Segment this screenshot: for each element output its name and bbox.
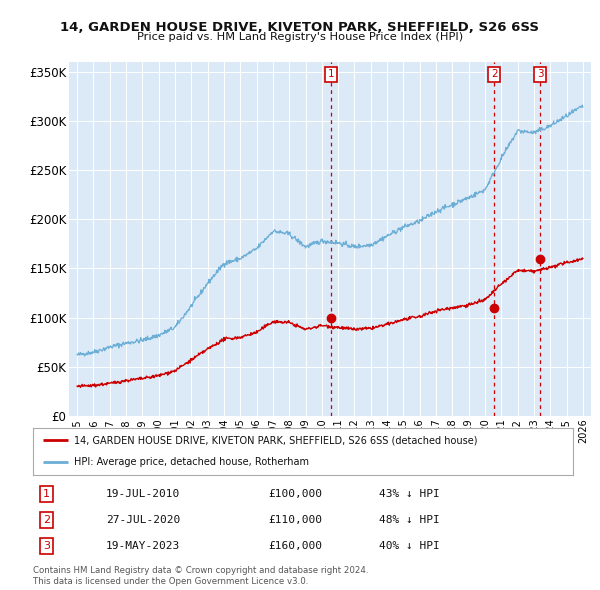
Text: 19-MAY-2023: 19-MAY-2023 xyxy=(106,541,180,551)
Text: 48% ↓ HPI: 48% ↓ HPI xyxy=(379,515,439,525)
Text: 14, GARDEN HOUSE DRIVE, KIVETON PARK, SHEFFIELD, S26 6SS: 14, GARDEN HOUSE DRIVE, KIVETON PARK, SH… xyxy=(61,21,539,34)
Text: 14, GARDEN HOUSE DRIVE, KIVETON PARK, SHEFFIELD, S26 6SS (detached house): 14, GARDEN HOUSE DRIVE, KIVETON PARK, SH… xyxy=(74,435,477,445)
Text: This data is licensed under the Open Government Licence v3.0.: This data is licensed under the Open Gov… xyxy=(33,576,308,586)
Text: 2: 2 xyxy=(491,70,497,79)
Text: Contains HM Land Registry data © Crown copyright and database right 2024.: Contains HM Land Registry data © Crown c… xyxy=(33,566,368,575)
Text: 27-JUL-2020: 27-JUL-2020 xyxy=(106,515,180,525)
Text: 3: 3 xyxy=(537,70,544,79)
Text: 43% ↓ HPI: 43% ↓ HPI xyxy=(379,489,439,499)
Text: 2: 2 xyxy=(43,515,50,525)
Text: 1: 1 xyxy=(328,70,334,79)
Text: 3: 3 xyxy=(43,541,50,551)
Text: £110,000: £110,000 xyxy=(268,515,322,525)
Text: £100,000: £100,000 xyxy=(268,489,322,499)
Text: HPI: Average price, detached house, Rotherham: HPI: Average price, detached house, Roth… xyxy=(74,457,308,467)
Text: 1: 1 xyxy=(43,489,50,499)
Text: 40% ↓ HPI: 40% ↓ HPI xyxy=(379,541,439,551)
Text: Price paid vs. HM Land Registry's House Price Index (HPI): Price paid vs. HM Land Registry's House … xyxy=(137,32,463,42)
Text: £160,000: £160,000 xyxy=(268,541,322,551)
Text: 19-JUL-2010: 19-JUL-2010 xyxy=(106,489,180,499)
